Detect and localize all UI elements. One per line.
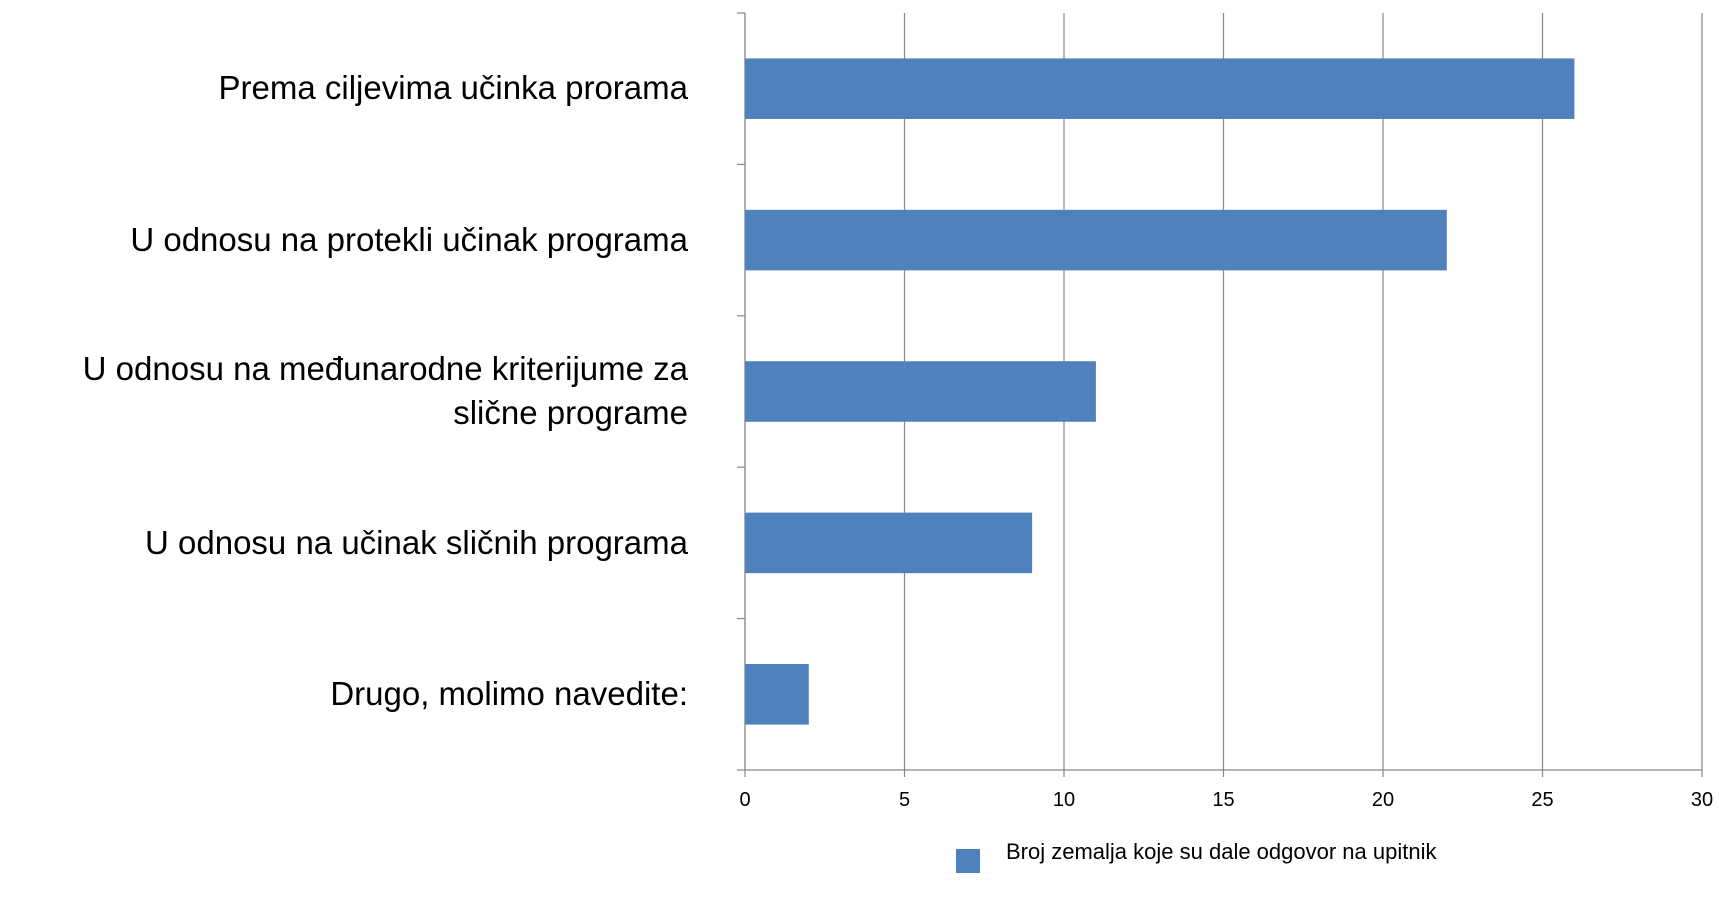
category-label: U odnosu na protekli učinak programa [130, 220, 688, 258]
bar [745, 58, 1575, 119]
bar [745, 361, 1096, 422]
category-label: U odnosu na učinak sličnih programa [145, 523, 688, 561]
legend-label: Broj zemalja koje su dale odgovor na upi… [1006, 839, 1437, 864]
x-tick-label: 5 [899, 789, 910, 811]
x-tick-label: 15 [1212, 789, 1234, 811]
category-label: U odnosu na međunarodne kriterijume za s… [82, 349, 688, 432]
x-tick-label: 25 [1531, 789, 1553, 811]
bar [745, 512, 1033, 574]
bar [745, 664, 809, 725]
x-tick-label: 20 [1372, 789, 1394, 811]
x-tick-label: 30 [1691, 789, 1713, 811]
legend-swatch [956, 849, 980, 873]
category-label: Prema ciljevima učinka prorama [218, 69, 689, 107]
bar [745, 209, 1447, 271]
x-tick-label: 0 [739, 789, 750, 811]
x-tick-label: 10 [1053, 789, 1075, 811]
category-label: Drugo, molimo navedite: [330, 675, 688, 713]
